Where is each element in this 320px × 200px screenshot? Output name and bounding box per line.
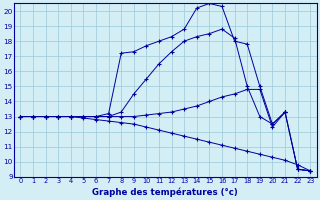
X-axis label: Graphe des températures (°c): Graphe des températures (°c) [92,187,238,197]
